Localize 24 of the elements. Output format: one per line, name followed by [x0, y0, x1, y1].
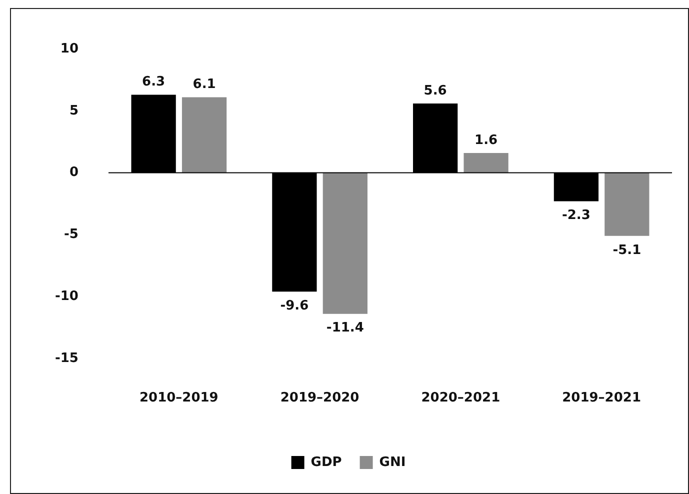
data-label: -5.1: [612, 242, 642, 258]
data-label: -11.4: [326, 320, 364, 336]
y-tick-label: 0: [69, 165, 78, 180]
legend-label: GDP: [310, 454, 342, 470]
bar: [604, 172, 650, 236]
x-tick-label: 2019–2020: [280, 390, 360, 406]
data-label: -9.6: [280, 298, 309, 314]
data-label: 5.6: [424, 83, 447, 98]
bar: [464, 152, 508, 173]
bar: [322, 172, 368, 314]
x-tick-label: 2019–2021: [562, 390, 641, 406]
x-tick-label: 2010–2019: [139, 390, 218, 406]
data-label: 6.3: [142, 74, 166, 90]
y-tick-label: -15: [54, 350, 78, 366]
x-tick-label: 2020–2021: [421, 390, 500, 406]
y-tick-label: 10: [60, 41, 78, 56]
y-tick-label: -10: [54, 288, 78, 304]
y-tick-label: -5: [64, 227, 78, 242]
y-tick-label: 5: [69, 103, 78, 118]
legend-label: GNI: [379, 454, 406, 470]
data-label: -2.3: [562, 208, 590, 224]
data-label: 6.1: [192, 77, 216, 92]
bar: [182, 97, 227, 173]
data-label: 1.6: [474, 132, 498, 148]
